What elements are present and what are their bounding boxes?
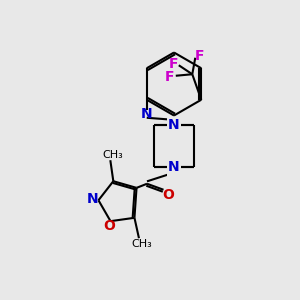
Text: F: F (169, 57, 178, 71)
Text: F: F (165, 70, 175, 84)
Text: N: N (168, 160, 180, 174)
Text: CH₃: CH₃ (102, 150, 123, 160)
Text: O: O (103, 219, 115, 233)
Text: N: N (168, 118, 180, 132)
Text: CH₃: CH₃ (131, 238, 152, 249)
Text: N: N (87, 192, 98, 206)
Text: O: O (162, 188, 174, 202)
Text: F: F (195, 49, 205, 63)
Text: N: N (141, 107, 152, 121)
